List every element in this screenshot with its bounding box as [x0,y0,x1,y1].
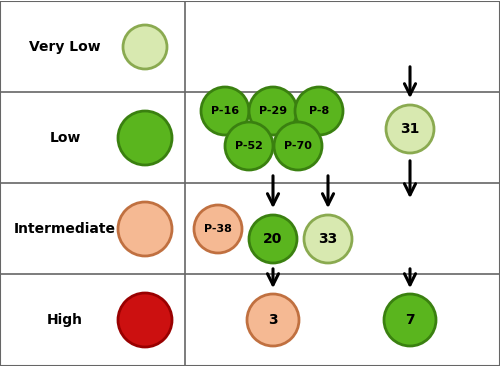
Circle shape [194,205,242,253]
Circle shape [295,87,343,135]
Circle shape [118,202,172,256]
Text: P-29: P-29 [259,106,287,116]
Circle shape [249,87,297,135]
Text: 20: 20 [264,232,282,246]
Text: 31: 31 [400,122,419,136]
Text: Intermediate: Intermediate [14,222,116,236]
Text: Very Low: Very Low [29,40,101,54]
Text: P-16: P-16 [211,106,239,116]
Circle shape [304,215,352,263]
Circle shape [123,25,167,69]
Text: P-38: P-38 [204,224,232,234]
Text: Low: Low [50,131,80,145]
Text: 7: 7 [405,313,415,327]
Text: High: High [47,313,83,327]
Circle shape [118,293,172,347]
Text: P-52: P-52 [235,141,263,151]
Circle shape [384,294,436,346]
Circle shape [247,294,299,346]
Text: P-70: P-70 [284,141,312,151]
Circle shape [118,111,172,165]
Circle shape [201,87,249,135]
Circle shape [225,122,273,170]
Text: 3: 3 [268,313,278,327]
Text: P-8: P-8 [309,106,329,116]
Text: 33: 33 [318,232,338,246]
Circle shape [249,215,297,263]
Circle shape [386,105,434,153]
Circle shape [274,122,322,170]
